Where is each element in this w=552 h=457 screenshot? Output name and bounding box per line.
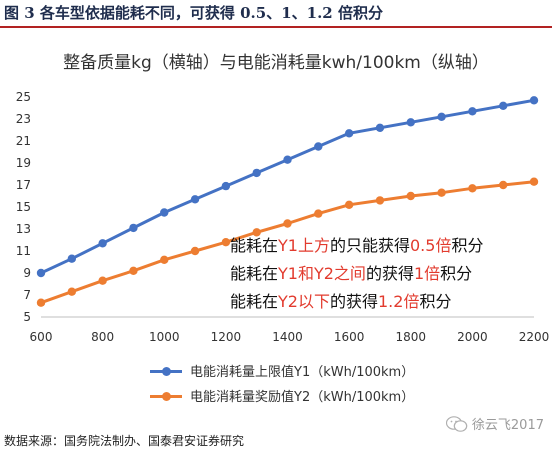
y-tick-label: 9 xyxy=(23,266,31,280)
legend-marker-y2 xyxy=(150,390,182,402)
data-point-1 xyxy=(190,195,200,204)
data-point-2 xyxy=(344,200,354,209)
y-tick-label: 5 xyxy=(23,310,31,324)
data-point-1 xyxy=(252,168,261,178)
chart-title: 整备质量kg（横轴）与电能消耗量kwh/100km（纵轴） xyxy=(63,53,489,73)
y-tick-label: 17 xyxy=(16,178,31,192)
data-point-2 xyxy=(190,246,200,256)
annotation-highlight: Y1上方 xyxy=(278,236,330,255)
data-point-1 xyxy=(468,107,477,116)
data-point-1 xyxy=(283,155,292,164)
y-tick-label: 13 xyxy=(16,222,31,236)
x-tick-label: 1600 xyxy=(334,330,365,344)
data-point-1 xyxy=(406,118,415,127)
annotation-text: 的获得 xyxy=(365,264,414,283)
annotation-text: 的只能获得 xyxy=(329,236,410,255)
data-point-1 xyxy=(437,112,446,122)
data-point-1 xyxy=(498,101,508,111)
y-tick-label: 25 xyxy=(16,90,31,104)
annotation-highlight: Y2以下 xyxy=(278,292,330,311)
data-point-1 xyxy=(36,268,46,278)
annotation-highlight: Y1和Y2之间 xyxy=(278,264,366,283)
data-point-1 xyxy=(314,142,323,151)
x-tick-label: 1400 xyxy=(272,330,303,344)
data-point-2 xyxy=(36,298,46,307)
annotation-highlight: 1.2倍 xyxy=(378,292,420,311)
data-point-2 xyxy=(314,209,323,218)
data-point-2 xyxy=(252,228,261,237)
data-point-2 xyxy=(498,180,508,190)
annotation-above-y1: 能耗在Y1上方的只能获得0.5倍积分 xyxy=(230,232,483,256)
source-note: 数据来源：国务院法制办、国泰君安证券研究 xyxy=(4,434,245,448)
wechat-icon xyxy=(445,415,468,433)
legend-item-y1: 电能消耗量上限值Y1（kWh/100km） xyxy=(150,361,414,380)
legend-label-y2: 电能消耗量奖励值Y2（kWh/100km） xyxy=(190,390,415,405)
y-tick-label: 7 xyxy=(23,288,31,302)
data-point-1 xyxy=(529,96,539,105)
annotation-text: 能耗在 xyxy=(230,264,279,283)
legend-marker-y1 xyxy=(150,365,182,377)
annotation-text: 积分 xyxy=(440,264,473,283)
data-point-1 xyxy=(67,254,77,263)
data-point-1 xyxy=(160,208,169,217)
figure-title: 图 3 各车型依据能耗不同，可获得 0.5、1、1.2 倍积分 xyxy=(4,4,383,22)
wechat-watermark: 徐云飞2017 xyxy=(445,414,544,433)
annotation-text: 能耗在 xyxy=(230,292,279,311)
chart-axes: 5 7 9 11 13 15 17 19 21 23 25 600 800 1000 1200 1400 160… xyxy=(16,90,550,344)
x-tick-label: 1200 xyxy=(211,330,242,344)
y-tick-label: 23 xyxy=(16,112,31,126)
data-point-2 xyxy=(98,276,107,285)
data-point-2 xyxy=(67,287,77,296)
data-point-2 xyxy=(406,191,415,201)
x-tick-label: 2000 xyxy=(457,330,488,344)
x-tick-label: 800 xyxy=(91,330,114,344)
data-point-2 xyxy=(221,238,231,247)
annotation-text: 能耗在 xyxy=(230,236,279,255)
y-tick-label: 15 xyxy=(16,200,31,214)
x-tick-label: 1800 xyxy=(395,330,426,344)
y-tick-label: 11 xyxy=(16,244,31,258)
x-tick-label: 1000 xyxy=(149,330,180,344)
y-tick-label: 19 xyxy=(16,156,31,170)
annotation-between: 能耗在Y1和Y2之间的获得1倍积分 xyxy=(230,260,472,284)
data-point-2 xyxy=(160,255,169,264)
data-point-2 xyxy=(375,196,385,205)
data-point-1 xyxy=(221,181,231,191)
x-tick-label: 600 xyxy=(30,330,53,344)
annotation-below-y2: 能耗在Y2以下的获得1.2倍积分 xyxy=(230,288,451,312)
data-point-1 xyxy=(129,223,138,233)
data-point-2 xyxy=(283,219,292,228)
annotation-text: 的获得 xyxy=(329,292,378,311)
title-rule xyxy=(0,26,552,28)
annotation-text: 积分 xyxy=(451,236,484,255)
data-point-1 xyxy=(98,239,107,248)
data-point-2 xyxy=(529,177,539,186)
annotation-highlight: 1倍 xyxy=(413,264,441,283)
data-point-2 xyxy=(437,188,446,197)
annotation-highlight: 0.5倍 xyxy=(410,236,452,255)
annotation-text: 积分 xyxy=(419,292,452,311)
data-point-2 xyxy=(129,266,138,275)
legend-item-y2: 电能消耗量奖励值Y2（kWh/100km） xyxy=(150,386,414,405)
watermark-text: 徐云飞2017 xyxy=(471,418,544,433)
chart-series xyxy=(36,96,539,307)
data-point-2 xyxy=(468,184,477,193)
data-point-1 xyxy=(375,123,385,132)
y-tick-label: 21 xyxy=(16,134,31,148)
x-tick-label: 2200 xyxy=(519,330,550,344)
data-point-1 xyxy=(344,129,354,138)
legend-label-y1: 电能消耗量上限值Y1（kWh/100km） xyxy=(190,365,415,380)
